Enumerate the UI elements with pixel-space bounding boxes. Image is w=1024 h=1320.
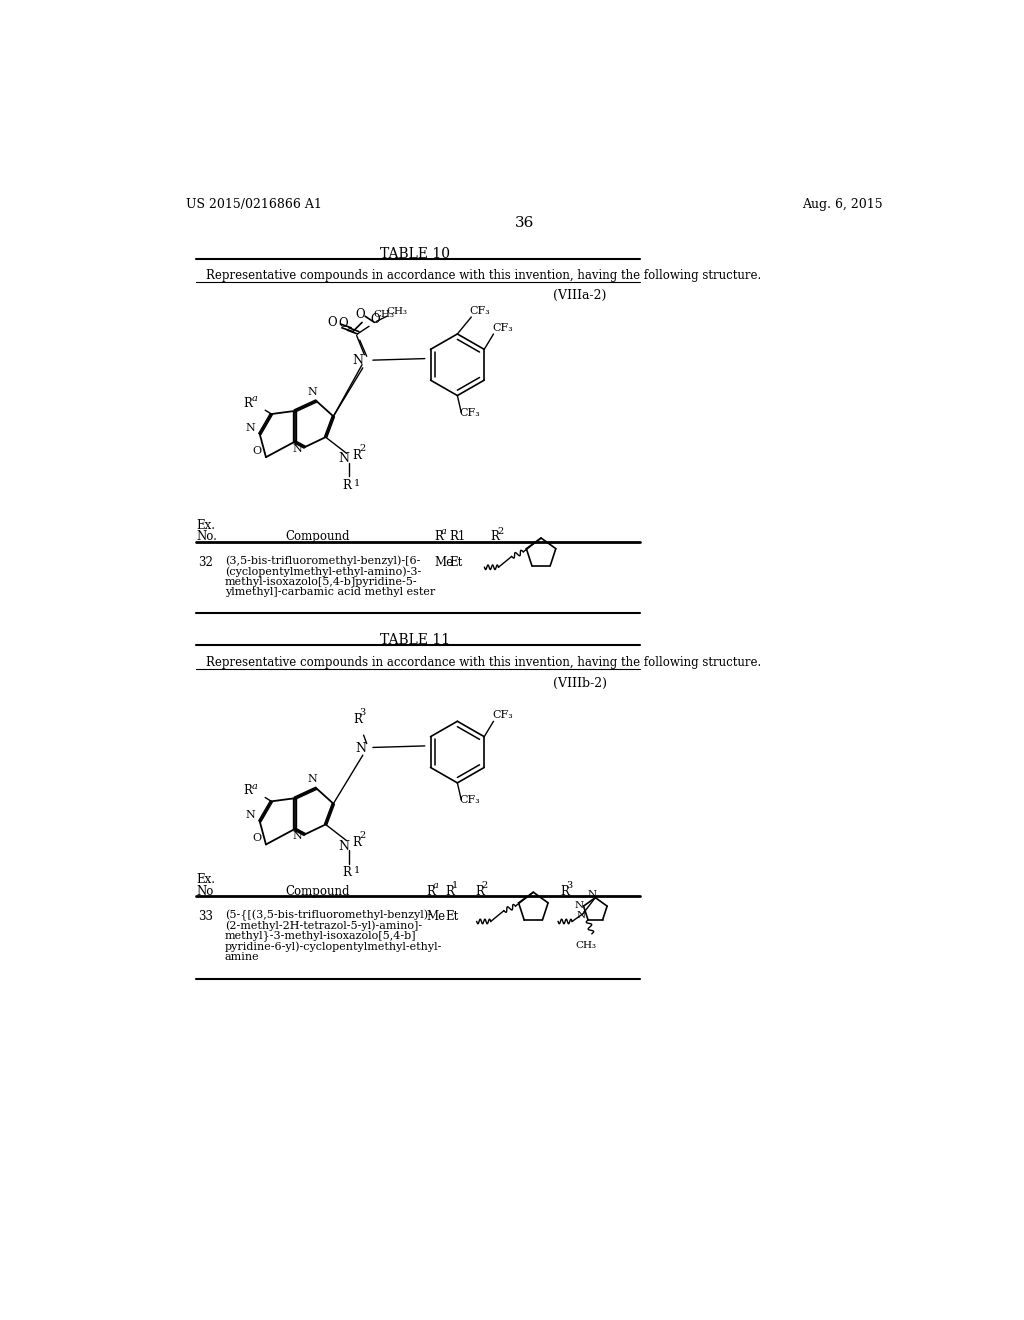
Text: N: N <box>246 810 255 820</box>
Text: 1: 1 <box>452 882 458 891</box>
Text: R: R <box>445 884 455 898</box>
Text: Representative compounds in accordance with this invention, having the following: Representative compounds in accordance w… <box>206 268 761 281</box>
Text: 2: 2 <box>359 830 366 840</box>
Text: methyl}-3-methyl-isoxazolo[5,4-b]: methyl}-3-methyl-isoxazolo[5,4-b] <box>225 931 417 941</box>
Text: US 2015/0216866 A1: US 2015/0216866 A1 <box>186 198 322 211</box>
Text: R: R <box>244 397 252 409</box>
Text: Ex.: Ex. <box>197 519 215 532</box>
Text: (3,5-bis-trifluoromethyl-benzyl)-[6-: (3,5-bis-trifluoromethyl-benzyl)-[6- <box>225 556 420 566</box>
Text: N: N <box>246 422 255 433</box>
Text: a: a <box>251 395 257 404</box>
Text: No.: No. <box>197 531 217 544</box>
Text: O: O <box>339 317 348 330</box>
Text: R1: R1 <box>450 531 466 544</box>
Text: O: O <box>253 446 262 455</box>
Text: (VIIIa-2): (VIIIa-2) <box>553 289 606 302</box>
Text: N: N <box>307 774 317 784</box>
Text: 3: 3 <box>566 882 572 891</box>
Text: R: R <box>352 449 360 462</box>
Text: Compound: Compound <box>286 531 350 544</box>
Text: CH₃: CH₃ <box>373 310 394 319</box>
Text: R: R <box>426 884 435 898</box>
Text: R: R <box>342 479 351 492</box>
Text: pyridine-6-yl)-cyclopentylmethyl-ethyl-: pyridine-6-yl)-cyclopentylmethyl-ethyl- <box>225 941 442 952</box>
Text: 2: 2 <box>497 527 503 536</box>
Text: Me: Me <box>426 909 445 923</box>
Text: No: No <box>197 884 214 898</box>
Text: Me: Me <box>434 556 454 569</box>
Text: a: a <box>432 882 438 891</box>
Text: TABLE 10: TABLE 10 <box>380 247 450 261</box>
Text: O: O <box>253 833 262 843</box>
Text: CH₃: CH₃ <box>387 308 408 315</box>
Text: CF₃: CF₃ <box>470 306 490 315</box>
Text: N: N <box>588 890 597 899</box>
Text: 33: 33 <box>198 909 213 923</box>
Text: N: N <box>307 387 317 397</box>
Text: N: N <box>339 840 350 853</box>
Text: N: N <box>339 453 350 465</box>
Text: N: N <box>352 354 364 367</box>
Text: Aug. 6, 2015: Aug. 6, 2015 <box>802 198 883 211</box>
Text: Representative compounds in accordance with this invention, having the following: Representative compounds in accordance w… <box>206 656 761 669</box>
Text: N: N <box>574 900 584 909</box>
Text: 1: 1 <box>353 866 359 875</box>
Text: 3: 3 <box>359 708 366 717</box>
Text: Et: Et <box>445 909 459 923</box>
Text: CF₃: CF₃ <box>460 795 480 805</box>
Text: CF₃: CF₃ <box>492 710 513 721</box>
Text: 1: 1 <box>353 479 359 487</box>
Text: 36: 36 <box>515 216 535 230</box>
Text: CH₃: CH₃ <box>575 941 596 950</box>
Text: N: N <box>355 742 366 755</box>
Text: a: a <box>251 781 257 791</box>
Text: (2-methyl-2H-tetrazol-5-yl)-amino]-: (2-methyl-2H-tetrazol-5-yl)-amino]- <box>225 920 422 931</box>
Text: 2: 2 <box>359 444 366 453</box>
Text: Et: Et <box>450 556 463 569</box>
Text: N: N <box>577 911 586 920</box>
Text: R: R <box>490 531 500 544</box>
Text: (VIIIb-2): (VIIIb-2) <box>553 677 606 689</box>
Text: methyl-isoxazolo[5,4-b]pyridine-5-: methyl-isoxazolo[5,4-b]pyridine-5- <box>225 577 418 586</box>
Text: R: R <box>560 884 569 898</box>
Text: O: O <box>371 313 380 326</box>
Text: R: R <box>244 784 252 797</box>
Text: CF₃: CF₃ <box>492 323 513 333</box>
Text: TABLE 11: TABLE 11 <box>380 632 450 647</box>
Text: ylmethyl]-carbamic acid methyl ester: ylmethyl]-carbamic acid methyl ester <box>225 587 435 597</box>
Text: CF₃: CF₃ <box>460 408 480 417</box>
Text: 32: 32 <box>198 556 213 569</box>
Text: (5-{[(3,5-bis-trifluoromethyl-benzyl)-: (5-{[(3,5-bis-trifluoromethyl-benzyl)- <box>225 909 432 921</box>
Text: N: N <box>292 444 302 454</box>
Text: R: R <box>342 866 351 879</box>
Text: a: a <box>441 527 446 536</box>
Text: N: N <box>292 832 302 841</box>
Text: amine: amine <box>225 952 259 961</box>
Text: 2: 2 <box>481 882 487 891</box>
Text: R: R <box>352 837 360 850</box>
Text: (cyclopentylmethyl-ethyl-amino)-3-: (cyclopentylmethyl-ethyl-amino)-3- <box>225 566 421 577</box>
Text: O: O <box>355 308 366 321</box>
Text: R: R <box>353 713 362 726</box>
Text: O: O <box>328 315 338 329</box>
Text: Ex.: Ex. <box>197 873 215 886</box>
Text: R: R <box>475 884 484 898</box>
Text: Compound: Compound <box>286 884 350 898</box>
Text: R: R <box>434 531 443 544</box>
